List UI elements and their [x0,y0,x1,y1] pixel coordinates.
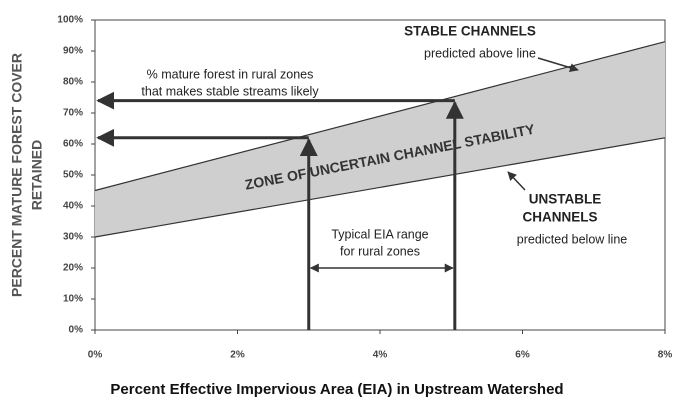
y-title: PERCENT MATURE FOREST COVER [9,53,25,297]
x-tick-label: 2% [230,350,245,361]
y-tick-label: 70% [63,108,83,119]
y-tick-label: 30% [63,232,83,243]
y-tick-label: 50% [63,170,83,181]
y-tick-label: 40% [63,201,83,212]
lower-line [94,137,666,238]
annotation: CHANNELS [522,210,597,225]
x-title: Percent Effective Impervious Area (EIA) … [110,381,563,398]
y-tick-label: 100% [57,15,83,26]
uncertain-band [95,41,665,238]
annotation: for rural zones [340,244,420,258]
pointer [537,57,579,72]
y-title: RETAINED [29,140,45,211]
y-tick-label: 0% [69,325,84,336]
annotation: UNSTABLE [529,192,602,207]
y-tick-label: 10% [63,294,83,305]
annotation: Typical EIA range [331,227,428,241]
x-tick-label: 0% [88,350,103,361]
annotation: predicted above line [424,46,536,60]
pointer [507,171,526,191]
annotation: predicted below line [517,232,628,246]
y-tick-label: 90% [63,46,83,57]
x-tick-label: 4% [373,350,388,361]
annotation: % mature forest in rural zones [147,67,314,81]
y-tick-label: 80% [63,77,83,88]
y-tick-label: 60% [63,139,83,150]
annotation: that makes stable streams likely [141,84,319,98]
x-tick-label: 8% [658,350,673,361]
y-tick-label: 20% [63,263,83,274]
x-tick-label: 6% [515,350,530,361]
annotation: STABLE CHANNELS [404,24,536,39]
